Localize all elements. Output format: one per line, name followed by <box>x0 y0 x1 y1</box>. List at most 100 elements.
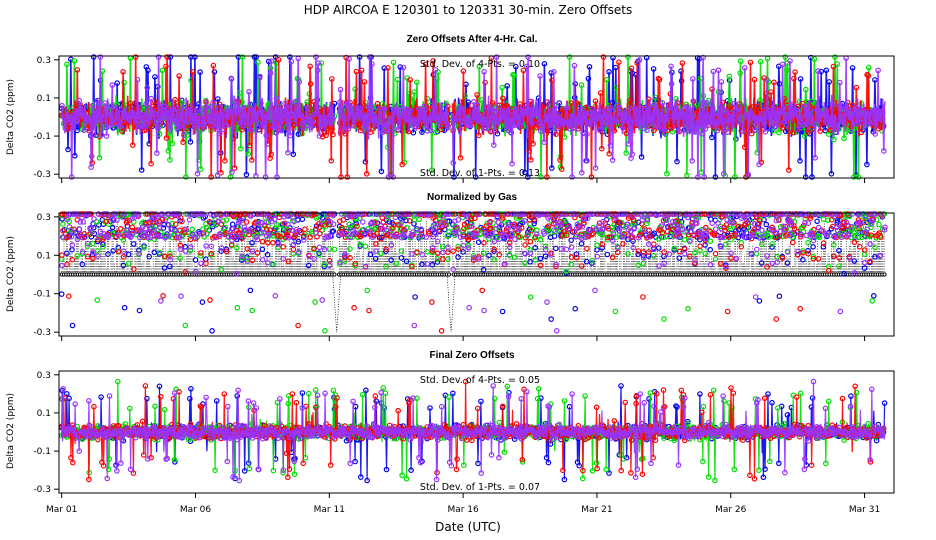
data-point-series-0 <box>187 139 194 145</box>
data-point-series-0 <box>524 174 531 180</box>
data-point-series-2 <box>609 254 616 261</box>
data-point-series-0 <box>138 167 145 173</box>
data-point-series-2 <box>445 249 451 255</box>
data-point-series-1 <box>566 54 573 60</box>
data-point-series-1 <box>167 157 173 163</box>
data-point-series-1 <box>227 174 234 180</box>
data-point-series-2 <box>606 151 613 157</box>
data-point-series-1 <box>184 132 190 139</box>
data-point-series-0 <box>130 241 137 247</box>
data-point-series-1 <box>865 64 872 71</box>
data-point-series-0 <box>287 54 293 60</box>
data-point-series-0 <box>247 287 254 294</box>
data-point-series-2 <box>489 100 496 106</box>
data-point-series-3 <box>440 249 446 256</box>
data-point-series-1 <box>511 72 518 79</box>
y-tick-label: 0.3 <box>37 56 51 66</box>
data-point-series-0 <box>249 240 255 246</box>
data-point-series-0 <box>253 54 259 60</box>
data-point-series-0 <box>568 237 575 244</box>
data-point-series-2 <box>163 63 169 70</box>
data-point-series-3 <box>553 327 560 334</box>
data-point-series-2 <box>366 307 372 314</box>
data-point-series-2 <box>805 250 812 257</box>
data-point-series-2 <box>176 73 182 79</box>
data-point-series-2 <box>374 100 381 107</box>
data-point-series-2 <box>190 69 196 75</box>
data-point-series-2 <box>328 76 335 82</box>
data-point-series-0 <box>504 83 511 89</box>
data-point-series-2 <box>249 157 255 163</box>
data-point-series-0 <box>397 64 404 70</box>
y-tick-label: 0.1 <box>37 251 51 261</box>
data-point-series-2 <box>520 67 527 74</box>
data-point-series-0 <box>709 134 715 141</box>
data-point-series-2 <box>482 79 488 86</box>
data-point-series-0 <box>192 54 198 60</box>
data-point-series-1 <box>476 63 483 70</box>
data-point-series-2 <box>429 299 435 305</box>
data-point-series-0 <box>836 247 842 254</box>
data-point-series-2 <box>815 255 822 262</box>
data-point-series-2 <box>243 219 250 225</box>
data-point-series-1 <box>74 253 81 259</box>
data-point-series-3 <box>457 234 464 241</box>
y-axis-label: Delta CO2 (ppm) <box>6 236 16 312</box>
data-point-series-2 <box>210 62 217 69</box>
data-point-series-2 <box>270 239 276 246</box>
data-point-series-1 <box>511 254 518 261</box>
data-point-series-0 <box>548 165 555 171</box>
data-point-series-2 <box>361 79 368 85</box>
data-point-series-0 <box>299 216 306 223</box>
data-point-series-0 <box>548 316 555 322</box>
data-point-series-0 <box>814 218 820 225</box>
data-point-series-0 <box>674 158 680 165</box>
data-point-series-1 <box>96 155 103 161</box>
data-point-series-1 <box>398 248 405 254</box>
data-point-series-0 <box>209 327 215 334</box>
data-point-series-2 <box>628 65 635 72</box>
data-point-series-0 <box>398 255 405 261</box>
data-point-series-2 <box>180 139 186 146</box>
data-point-series-3 <box>645 241 652 248</box>
data-point-series-3 <box>592 287 598 294</box>
data-point-series-1 <box>121 79 127 86</box>
data-point-series-1 <box>326 246 333 252</box>
data-point-series-0 <box>167 54 174 60</box>
data-point-series-2 <box>655 75 662 82</box>
data-point-series-2 <box>527 157 534 163</box>
data-point-series-2 <box>434 250 441 257</box>
data-point-series-2 <box>544 174 550 180</box>
data-point-series-1 <box>238 145 244 152</box>
data-point-series-1 <box>159 67 166 74</box>
data-point-series-1 <box>362 243 369 250</box>
data-point-series-0 <box>870 292 877 299</box>
data-point-series-2 <box>160 292 166 299</box>
data-point-series-2 <box>499 95 506 102</box>
data-point-series-0 <box>290 151 297 158</box>
y-tick-label: 0.3 <box>37 213 51 223</box>
series-black-dip <box>446 274 456 333</box>
data-point-series-2 <box>640 294 646 300</box>
data-point-series-0 <box>797 158 803 164</box>
data-point-series-1 <box>693 102 700 108</box>
data-point-series-2 <box>560 106 566 112</box>
data-point-series-3 <box>424 261 431 267</box>
data-point-series-2 <box>120 123 127 130</box>
data-point-series-1 <box>692 250 698 256</box>
data-point-series-0 <box>243 171 250 178</box>
data-point-series-2 <box>266 127 273 133</box>
data-point-series-0 <box>541 60 548 67</box>
data-point-series-3 <box>460 242 467 249</box>
data-point-series-1 <box>685 305 691 312</box>
data-point-series-1 <box>681 236 688 243</box>
data-point-series-2 <box>280 244 287 250</box>
data-point-series-2 <box>438 327 445 334</box>
data-point-series-1 <box>236 90 243 96</box>
data-point-series-0 <box>872 77 878 83</box>
data-point-black <box>447 272 452 277</box>
data-point-series-1 <box>811 56 818 62</box>
data-point-series-3 <box>764 253 770 259</box>
data-point-series-2 <box>712 250 719 257</box>
